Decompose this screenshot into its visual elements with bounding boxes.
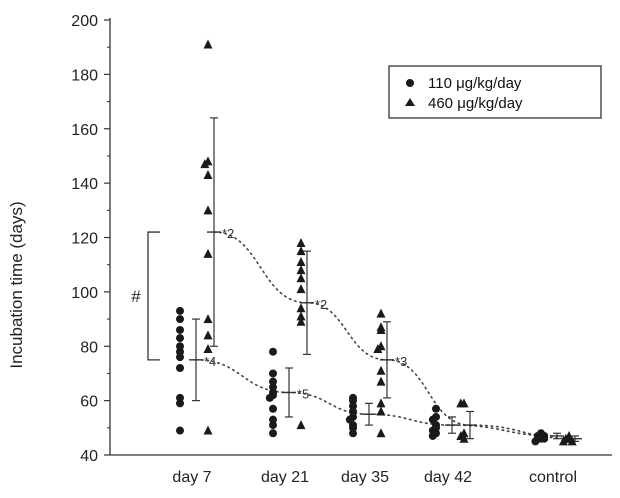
triangle-point	[296, 256, 306, 266]
y-tick-label: 80	[80, 339, 98, 356]
triangle-point	[203, 205, 213, 215]
circle-point	[176, 353, 184, 362]
triangle-point	[200, 159, 210, 169]
triangle-point	[376, 376, 386, 386]
circle-point	[176, 325, 184, 334]
y-axis-label: Incubation time (days)	[7, 201, 26, 368]
comparison-bracket	[147, 231, 160, 361]
triangle-point	[296, 284, 306, 294]
triangle-point	[203, 39, 213, 49]
circle-point	[269, 404, 277, 413]
triangle-point	[203, 314, 213, 324]
triangle-point	[296, 420, 306, 430]
circle-point	[176, 399, 184, 408]
significance-label: *2	[222, 226, 234, 241]
circle-point	[432, 404, 440, 413]
triangle-point	[296, 265, 306, 275]
y-tick-label: 40	[80, 448, 98, 465]
legend-label-110: 110 μg/kg/day	[428, 75, 522, 92]
triangle-point	[567, 436, 577, 446]
x-tick-label: control	[529, 469, 577, 486]
triangle-point	[459, 433, 469, 443]
circle-point	[176, 364, 184, 372]
x-tick-label: day 21	[261, 469, 309, 486]
y-tick-label: 100	[71, 285, 98, 302]
legend-triangle-marker	[405, 98, 415, 106]
triangle-point	[296, 273, 306, 283]
circle-point	[531, 437, 540, 446]
legend: 110 μg/kg/day 460 μg/kg/day	[388, 65, 602, 119]
triangle-point	[296, 316, 306, 326]
bracket-label: #	[131, 287, 141, 306]
legend-box	[388, 65, 602, 119]
significance-label: *5	[297, 386, 309, 401]
circle-point	[176, 306, 184, 315]
trend-line	[195, 359, 558, 437]
error-bars	[189, 117, 582, 443]
triangle-point	[203, 425, 213, 435]
circle-point	[269, 347, 277, 356]
y-tick-label: 180	[71, 67, 98, 84]
triangle-point	[203, 343, 213, 353]
triangle-point	[203, 248, 213, 258]
circle-point	[269, 429, 277, 438]
circle-point	[265, 393, 274, 402]
triangle-point	[456, 398, 466, 408]
legend-circle-marker	[406, 79, 414, 87]
triangle-point	[376, 308, 386, 318]
circle-point	[176, 426, 184, 435]
triangle-point	[376, 365, 386, 375]
triangle-point	[373, 343, 383, 353]
y-tick-label: 60	[80, 394, 98, 411]
circle-point	[176, 334, 184, 343]
significance-label: *2	[315, 297, 327, 312]
triangle-point	[296, 246, 306, 256]
y-tick-label: 200	[71, 13, 98, 30]
y-tick-label: 140	[71, 176, 98, 193]
triangle-point	[376, 398, 386, 408]
triangle-point	[376, 428, 386, 438]
y-tick-label: 160	[71, 122, 98, 139]
significance-label: *3	[395, 354, 407, 369]
annotations: *4 *5 *2 *2 *3 #	[131, 226, 407, 401]
circle-point	[540, 434, 549, 443]
triangle-point	[296, 303, 306, 313]
circle-point	[269, 421, 277, 430]
circle-point	[428, 431, 437, 440]
x-tick-label: day 42	[424, 469, 472, 486]
triangle-point	[376, 324, 386, 334]
circle-point	[269, 369, 277, 378]
triangle-point	[558, 436, 568, 446]
significance-label: *4	[204, 354, 216, 369]
x-tick-label: day 7	[172, 469, 211, 486]
triangle-point	[203, 169, 213, 179]
triangle-point	[296, 237, 306, 247]
y-tick-label: 120	[71, 231, 98, 248]
triangle-point	[203, 330, 213, 340]
circle-point	[176, 315, 184, 324]
x-tick-label: day 35	[341, 469, 389, 486]
triangle-point	[296, 311, 306, 321]
data-points	[176, 39, 577, 446]
axes: 40 60 80 100 120 140 160 180 200 day 7 day 21 day 3…	[71, 13, 612, 486]
legend-label-460: 460 μg/kg/day	[428, 95, 523, 112]
trend-line	[213, 231, 576, 440]
trend-lines	[195, 231, 576, 440]
triangle-point	[376, 406, 386, 416]
circle-point	[349, 429, 357, 438]
